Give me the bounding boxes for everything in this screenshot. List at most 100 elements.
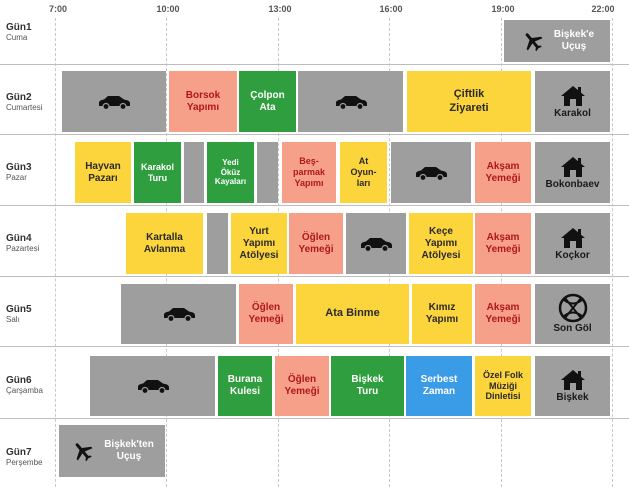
row-divider <box>0 64 629 65</box>
overnight-block: Son Göl <box>535 284 610 344</box>
row-divider <box>0 346 629 347</box>
hour-label: 7:00 <box>48 4 68 14</box>
lake-emblem-icon <box>558 293 587 323</box>
hour-label: 22:00 <box>591 4 615 14</box>
activity-label: Akşam Yemeği <box>485 160 521 184</box>
activity-label: Öğlen Yemeği <box>284 374 320 397</box>
activity-block-aksam: Akşam Yemeği <box>475 142 531 203</box>
row-divider <box>0 134 629 135</box>
car-icon <box>335 95 367 110</box>
activity-label: Özel Folk Müziği Dinletisi <box>482 369 523 402</box>
house-icon <box>560 156 585 177</box>
activity-label: Akşam Yemeği <box>485 231 521 255</box>
day-label: Gün6 Çarşamba <box>6 375 43 395</box>
row-divider <box>0 418 629 419</box>
activity-block-drive <box>257 142 278 203</box>
activity-label: Keçe Yapımı Atölyesi <box>421 225 461 261</box>
activity-block-kece: Keçe Yapımı Atölyesi <box>409 213 473 274</box>
activity-label: Bişkek'ten Uçuş <box>104 439 154 462</box>
activity-block-burana: Burana Kulesi <box>218 356 272 416</box>
day-label: Gün4 Pazartesi <box>6 233 40 253</box>
activity-label: Serbest Zaman <box>420 374 458 397</box>
activity-block-drive <box>298 71 403 132</box>
car-icon <box>99 95 130 110</box>
activity-label: Kımız Yapımı <box>425 302 459 325</box>
activity-block-drive <box>184 142 204 203</box>
day-label: Gün2 Cumartesi <box>6 92 43 112</box>
activity-block-ata-binme: Ata Binme <box>296 284 409 344</box>
day-label: Gün3 Pazar <box>6 162 32 182</box>
activity-block-oglen: Öğlen Yemeği <box>275 356 329 416</box>
car-icon <box>416 166 447 181</box>
hour-axis: 7:00 10:00 13:00 16:00 19:00 22:00 <box>0 0 629 20</box>
activity-block-drive <box>346 213 406 274</box>
overnight-label: Bişkek <box>556 392 589 403</box>
activity-block-oglen: Öğlen Yemeği <box>289 213 343 274</box>
activity-block-besparmak: Beş- parmak Yapımı <box>282 142 336 203</box>
activity-block-flight: Bişkek'e Uçuş <box>504 20 610 62</box>
hour-label: 16:00 <box>379 4 403 14</box>
overnight-block: Bokonbaev <box>535 142 610 203</box>
activity-block-aksam: Akşam Yemeği <box>475 284 531 344</box>
hour-label: 10:00 <box>156 4 180 14</box>
hour-label: 13:00 <box>268 4 292 14</box>
grid-line <box>55 18 56 487</box>
activity-label: Çolpon Ata <box>250 89 285 113</box>
car-icon <box>137 380 169 394</box>
activity-label: Bişkek'e Uçuş <box>553 29 595 52</box>
activity-block-ozel-folk: Özel Folk Müziği Dinletisi <box>475 356 531 416</box>
activity-block-karakol-turu: Karakol Turu <box>134 142 181 203</box>
activity-block-kartalla: Kartalla Avlanma <box>126 213 203 274</box>
activity-block-flight: Bişkek'ten Uçuş <box>59 425 165 477</box>
activity-block-biskek-turu: Bişkek Turu <box>331 356 404 416</box>
activity-block-drive <box>207 213 228 274</box>
overnight-label: Son Göl <box>553 323 592 334</box>
activity-block-drive <box>391 142 471 203</box>
house-icon <box>560 85 585 106</box>
day-label: Gün5 Salı <box>6 304 32 324</box>
activity-label: Akşam Yemeği <box>485 302 521 325</box>
house-icon <box>560 370 585 390</box>
row-divider <box>0 276 629 277</box>
house-icon <box>560 227 585 248</box>
activity-label: Kartalla Avlanma <box>143 231 186 255</box>
activity-label: Bişkek Turu <box>351 374 384 397</box>
row-divider <box>0 205 629 206</box>
activity-block-at-oyunlari: At Oyun- ları <box>340 142 387 203</box>
activity-block-serbest: Serbest Zaman <box>406 356 472 416</box>
activity-label: Çiftlik Ziyareti <box>449 88 489 114</box>
activity-label: Öğlen Yemeği <box>298 231 334 255</box>
activity-block-yurt: Yurt Yapımı Atölyesi <box>231 213 287 274</box>
day-label: Gün1 Cuma <box>6 22 32 42</box>
activity-label: Yurt Yapımı Atölyesi <box>239 225 279 261</box>
activity-label: Borsok Yapımı <box>185 89 221 113</box>
activity-block-aksam: Akşam Yemeği <box>475 213 531 274</box>
activity-label: Hayvan Pazarı <box>85 160 121 184</box>
activity-block-colpon-ata: Çolpon Ata <box>239 71 296 132</box>
car-icon <box>361 237 392 252</box>
activity-block-drive <box>90 356 215 416</box>
hour-label: 19:00 <box>491 4 515 14</box>
day-label: Gün7 Perşembe <box>6 447 43 467</box>
activity-label: Yedi Öküz Kayaları <box>214 158 247 187</box>
overnight-block: Bişkek <box>535 356 610 416</box>
car-icon <box>163 308 195 322</box>
activity-block-drive <box>121 284 236 344</box>
activity-block-hayvan-pazari: Hayvan Pazarı <box>75 142 131 203</box>
activity-block-ciftlik: Çiftlik Ziyareti <box>407 71 531 132</box>
activity-block-kimiz: Kımız Yapımı <box>412 284 472 344</box>
activity-block-drive <box>62 71 166 132</box>
overnight-label: Karakol <box>554 107 591 119</box>
activity-block-yedi-okuz: Yedi Öküz Kayaları <box>207 142 254 203</box>
activity-label: Öğlen Yemeği <box>248 302 284 325</box>
activity-label: Ata Binme <box>325 307 380 320</box>
overnight-label: Bokonbaev <box>545 178 600 190</box>
activity-label: Karakol Turu <box>140 161 175 183</box>
activity-block-oglen: Öğlen Yemeği <box>239 284 293 344</box>
activity-label: Beş- parmak Yapımı <box>292 156 326 188</box>
grid-line <box>612 18 613 487</box>
overnight-block: Karakol <box>535 71 610 132</box>
activity-label: Burana Kulesi <box>227 374 263 397</box>
activity-block-borsok: Borsok Yapımı <box>169 71 237 132</box>
overnight-label: Koçkor <box>555 249 590 261</box>
